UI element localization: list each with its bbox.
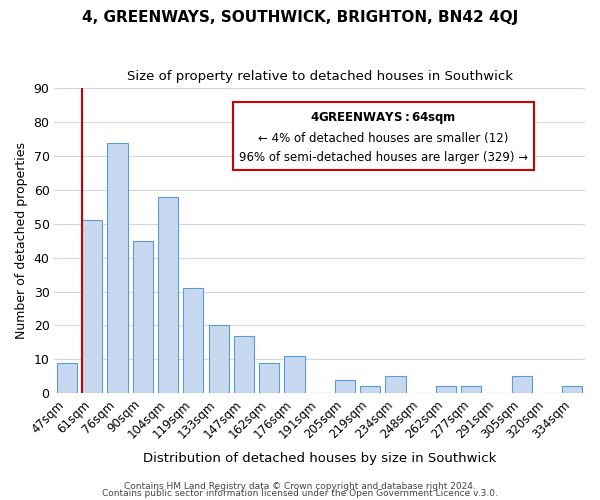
Text: $\bf{4 GREENWAYS: 64sqm}$
← 4% of detached houses are smaller (12)
96% of semi-d: $\bf{4 GREENWAYS: 64sqm}$ ← 4% of detach… — [239, 110, 528, 164]
Text: 4, GREENWAYS, SOUTHWICK, BRIGHTON, BN42 4QJ: 4, GREENWAYS, SOUTHWICK, BRIGHTON, BN42 … — [82, 10, 518, 25]
Bar — [183, 288, 203, 393]
Bar — [259, 362, 279, 393]
Bar — [385, 376, 406, 393]
Bar — [360, 386, 380, 393]
Bar — [107, 142, 128, 393]
Bar — [57, 362, 77, 393]
Bar — [562, 386, 583, 393]
Bar — [82, 220, 103, 393]
Bar — [512, 376, 532, 393]
Text: Contains public sector information licensed under the Open Government Licence v.: Contains public sector information licen… — [102, 489, 498, 498]
Bar — [284, 356, 305, 393]
Bar — [436, 386, 456, 393]
Bar — [158, 196, 178, 393]
Bar — [209, 326, 229, 393]
Bar — [133, 240, 153, 393]
Y-axis label: Number of detached properties: Number of detached properties — [15, 142, 28, 339]
Text: Contains HM Land Registry data © Crown copyright and database right 2024.: Contains HM Land Registry data © Crown c… — [124, 482, 476, 491]
X-axis label: Distribution of detached houses by size in Southwick: Distribution of detached houses by size … — [143, 452, 496, 465]
Title: Size of property relative to detached houses in Southwick: Size of property relative to detached ho… — [127, 70, 513, 83]
Bar — [461, 386, 481, 393]
Bar — [335, 380, 355, 393]
Bar — [234, 336, 254, 393]
